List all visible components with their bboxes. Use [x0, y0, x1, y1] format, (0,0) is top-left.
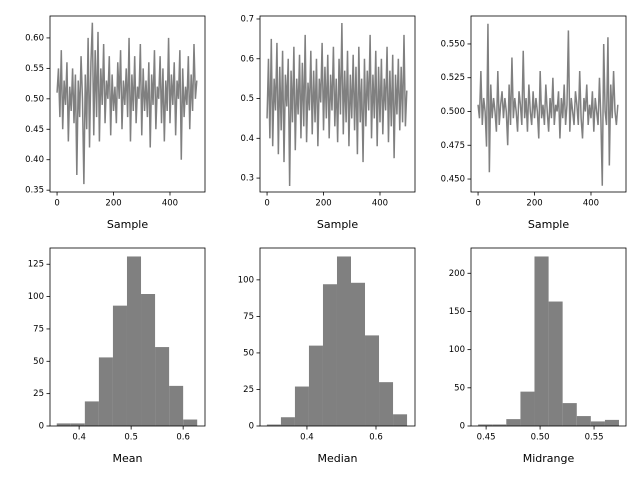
x-tick-label: 200 — [315, 199, 331, 209]
x-tick-label: 200 — [105, 199, 121, 209]
x-tick-label: 0 — [264, 199, 269, 209]
histogram-bar — [576, 416, 591, 426]
histogram-bar — [294, 386, 309, 426]
y-tick-label: 0.4 — [240, 134, 254, 144]
y-tick-label: 150 — [449, 307, 465, 317]
histogram-bar — [126, 256, 142, 426]
y-tick-label: 100 — [449, 345, 465, 355]
histogram-bar — [308, 345, 323, 426]
histogram-bar — [492, 424, 507, 426]
y-tick-label: 125 — [28, 260, 44, 270]
y-tick-label: 50 — [33, 357, 44, 367]
x-axis-label: Mean — [113, 452, 143, 465]
histogram-bar — [520, 391, 535, 426]
y-tick-label: 0.475 — [441, 141, 465, 151]
y-tick-label: 0.5 — [240, 94, 254, 104]
y-tick-label: 25 — [243, 385, 254, 395]
y-tick-label: 100 — [28, 292, 44, 302]
y-tick-label: 0.35 — [25, 186, 44, 196]
x-axis-label: Median — [317, 452, 357, 465]
histogram-bar — [56, 423, 71, 426]
x-axis-label: Sample — [317, 218, 358, 231]
axes-frame — [470, 247, 627, 427]
x-tick-label: 400 — [583, 199, 599, 209]
x-tick-label: 0.4 — [300, 433, 314, 443]
x-axis-label: Sample — [528, 218, 569, 231]
histogram-bar — [98, 357, 113, 426]
x-tick-label: 0 — [475, 199, 480, 209]
y-tick-label: 50 — [243, 348, 254, 358]
histogram-bar — [506, 419, 521, 426]
histogram-bar — [112, 305, 127, 426]
y-tick-label: 0.3 — [240, 174, 254, 184]
y-tick-label: 0.500 — [441, 107, 465, 117]
histogram-bar — [365, 335, 380, 426]
data-line — [477, 23, 619, 186]
x-tick-label: 0.6 — [176, 433, 190, 443]
axes-frame — [259, 247, 416, 427]
x-axis-label: Sample — [107, 218, 148, 231]
histogram-bar — [322, 284, 337, 426]
data-line — [266, 22, 408, 187]
y-tick-label: 25 — [33, 389, 44, 399]
histogram-bar — [141, 294, 156, 426]
x-tick-label: 0.5 — [124, 433, 138, 443]
y-tick-label: 0 — [460, 422, 465, 432]
y-tick-label: 0.6 — [240, 54, 254, 64]
x-tick-label: 400 — [372, 199, 388, 209]
histogram-bar — [604, 419, 619, 426]
histogram-bar — [478, 424, 493, 426]
y-tick-label: 100 — [238, 275, 254, 285]
x-tick-label: 0.4 — [72, 433, 86, 443]
x-tick-label: 0 — [54, 199, 59, 209]
y-tick-label: 0.60 — [25, 33, 44, 43]
y-tick-label: 0.7 — [240, 14, 254, 24]
x-tick-label: 0.50 — [531, 433, 550, 443]
y-tick-label: 0.50 — [25, 94, 44, 104]
histogram-bar — [562, 403, 577, 426]
histogram-bar — [155, 347, 170, 426]
y-tick-label: 0.550 — [441, 39, 465, 49]
x-tick-label: 200 — [526, 199, 542, 209]
y-tick-label: 0 — [249, 422, 254, 432]
y-tick-label: 0.45 — [25, 125, 44, 135]
y-tick-label: 0 — [39, 422, 44, 432]
histogram-bar — [84, 401, 99, 426]
histogram-bar — [534, 256, 549, 426]
x-axis-label: Midrange — [523, 452, 575, 465]
histogram-bar — [393, 414, 408, 426]
x-tick-label: 400 — [162, 199, 178, 209]
histogram-bar — [379, 382, 394, 426]
histogram-bar — [169, 385, 184, 426]
histogram-bar — [548, 301, 563, 426]
y-tick-label: 200 — [449, 269, 465, 279]
histogram-bar — [280, 417, 295, 426]
y-tick-label: 0.40 — [25, 155, 44, 165]
y-tick-label: 0.525 — [441, 73, 465, 83]
axes-frame — [470, 15, 627, 193]
axes-frame — [49, 15, 206, 193]
x-tick-label: 0.6 — [369, 433, 383, 443]
data-line — [56, 22, 198, 185]
y-tick-label: 50 — [454, 383, 465, 393]
y-tick-label: 75 — [33, 324, 44, 334]
histogram-bar — [336, 256, 351, 426]
histogram-bar — [266, 424, 281, 426]
y-tick-label: 0.450 — [441, 175, 465, 185]
axes-frame — [259, 15, 416, 193]
histogram-bar — [183, 419, 198, 426]
histogram-bar — [350, 282, 366, 426]
y-tick-label: 75 — [243, 312, 254, 322]
x-tick-label: 0.55 — [585, 433, 604, 443]
axes-frame — [49, 247, 206, 427]
histogram-bar — [590, 421, 605, 426]
histogram-bar — [70, 423, 85, 426]
x-tick-label: 0.45 — [477, 433, 496, 443]
y-tick-label: 0.55 — [25, 64, 44, 74]
